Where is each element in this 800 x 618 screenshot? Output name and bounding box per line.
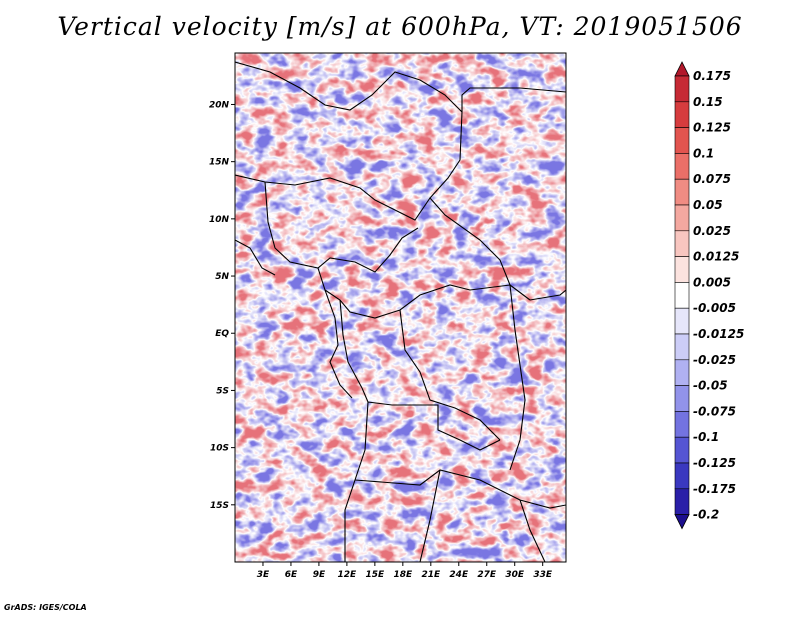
colorbar-label: 0.005 — [693, 275, 731, 289]
colorbar-segment — [674, 333, 690, 361]
colorbar-label: 0.025 — [693, 224, 731, 238]
y-tick-label: 5N — [215, 272, 229, 282]
country-borders — [235, 61, 566, 562]
credit-label: GrADS: IGES/COLA — [4, 603, 87, 612]
chart-title: Vertical velocity [m/s] at 600hPa, VT: 2… — [57, 12, 743, 41]
colorbar-segment — [674, 307, 690, 335]
colorbar-segment — [674, 230, 690, 257]
y-tick-label: 10N — [209, 215, 230, 225]
colorbar-segment — [674, 488, 690, 515]
colorbar-segment — [674, 127, 690, 154]
colorbar-label: -0.05 — [693, 379, 728, 393]
x-tick-label: 33E — [533, 570, 553, 580]
colorbar-label: -0.2 — [693, 508, 719, 522]
colorbar-label: -0.1 — [693, 430, 719, 444]
colorbar-segment — [674, 101, 690, 128]
colorbar-segment — [674, 282, 690, 309]
colorbar-segment — [674, 462, 690, 490]
colorbar-label: 0.15 — [693, 95, 723, 109]
colorbar-segment — [674, 153, 690, 180]
colorbar-label: -0.175 — [693, 482, 736, 496]
colorbar-label: 0.075 — [693, 172, 731, 186]
x-tick-label: 24E — [449, 570, 469, 580]
colorbar-segment — [674, 359, 690, 386]
colorbar-label: -0.0125 — [693, 327, 744, 341]
colorbar-label: 0.0125 — [693, 250, 739, 264]
colorbar: 0.175 0.15 0.125 0.1 0.075 0.05 0.025 0.0125 0.0… — [674, 61, 744, 530]
colorbar-label: 0.125 — [693, 121, 731, 135]
x-tick-label: 15E — [366, 570, 386, 580]
colorbar-segment — [674, 204, 690, 232]
colorbar-segment — [674, 256, 690, 283]
y-tick-label: 15N — [209, 158, 230, 168]
y-tick-label: 20N — [209, 100, 230, 110]
colorbar-label: -0.075 — [693, 404, 736, 418]
colorbar-label: -0.025 — [693, 353, 736, 367]
colorbar-label: -0.125 — [693, 456, 736, 470]
colorbar-segment — [674, 75, 690, 103]
x-tick-label: 3E — [257, 570, 270, 580]
y-axis: 20N 15N 10N 5N EQ 5S 10S 15S — [209, 100, 235, 511]
x-tick-label: 21E — [421, 570, 441, 580]
map-frame — [234, 52, 567, 563]
x-tick-label: 27E — [477, 570, 497, 580]
y-tick-label: 15S — [210, 501, 229, 511]
x-tick-label: 9E — [313, 570, 326, 580]
velocity-field — [235, 53, 566, 562]
x-tick-label: 6E — [285, 570, 298, 580]
colorbar-segment — [674, 178, 690, 206]
colorbar-label: -0.005 — [693, 301, 736, 315]
colorbar-segment — [674, 411, 690, 438]
y-tick-label: 5S — [216, 386, 229, 396]
x-tick-label: 18E — [393, 570, 413, 580]
y-tick-label: EQ — [215, 329, 229, 339]
map-panel — [235, 53, 566, 562]
colorbar-label: 0.1 — [693, 146, 714, 160]
colorbar-top-arrow — [674, 61, 690, 77]
x-tick-label: 12E — [338, 570, 358, 580]
y-tick-label: 10S — [210, 444, 229, 454]
x-tick-label: 30E — [505, 570, 525, 580]
colorbar-segment — [674, 436, 690, 464]
colorbar-label: 0.05 — [693, 198, 723, 212]
colorbar-bottom-arrow — [674, 514, 690, 530]
colorbar-segment — [674, 385, 690, 412]
colorbar-label: 0.175 — [693, 69, 731, 83]
x-axis: 3E 6E 9E 12E 15E 18E 21E 24E 27E 30E 33E — [257, 562, 553, 580]
